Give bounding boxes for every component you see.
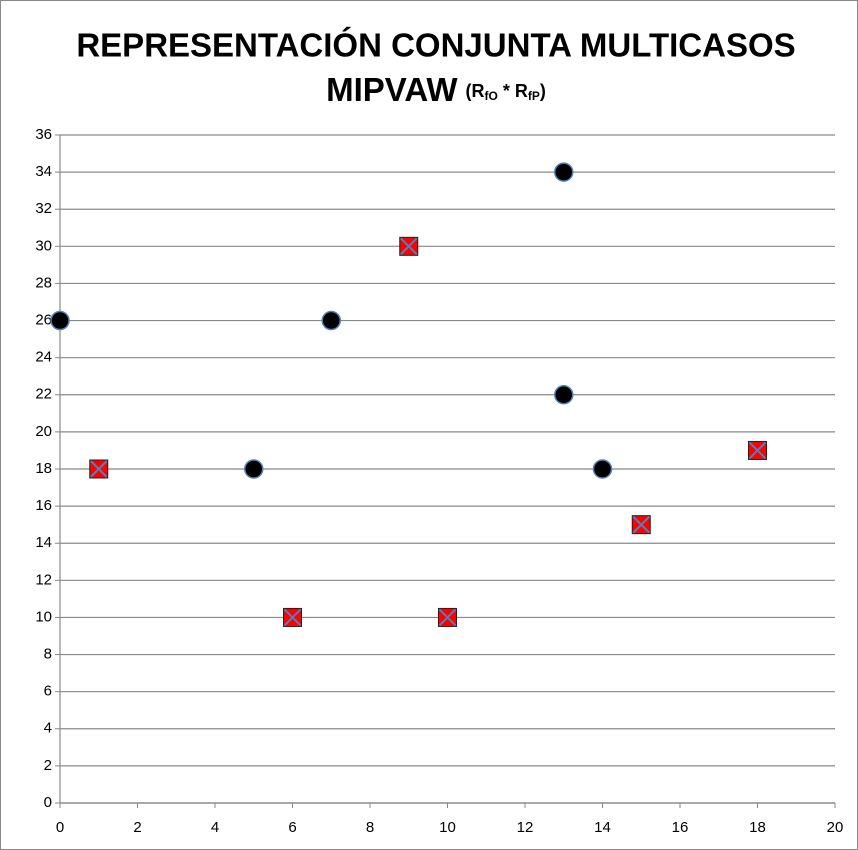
- point-cross: [90, 460, 108, 478]
- x-tick-label: 4: [211, 819, 219, 836]
- point: [50, 310, 70, 331]
- formula: fO: [485, 89, 498, 103]
- point: [321, 310, 341, 331]
- x-tick-label: 2: [133, 819, 141, 836]
- y-tick-label: 32: [35, 200, 52, 217]
- y-tick-label: 36: [35, 126, 52, 143]
- y-tick-label: 0: [44, 794, 52, 811]
- point-cross: [748, 441, 767, 460]
- y-tick-label: 22: [35, 386, 52, 403]
- y-tick-label: 18: [35, 460, 52, 477]
- y-tick-label: 4: [44, 720, 52, 737]
- y-tick-label: 12: [35, 571, 52, 588]
- formula: fP: [528, 89, 540, 103]
- formula: (R: [466, 81, 485, 101]
- y-tick-label: 24: [35, 349, 52, 366]
- point: [399, 236, 419, 256]
- point-cross: [283, 608, 302, 627]
- y-tick-label: 16: [35, 497, 52, 514]
- point: [631, 515, 651, 535]
- x-tick-label: 20: [827, 819, 844, 836]
- point: [438, 607, 457, 627]
- y-tick-label: 20: [35, 423, 52, 440]
- point-cross: [632, 515, 650, 534]
- x-tick-label: 18: [749, 819, 766, 836]
- point: [554, 162, 574, 182]
- y-tick-label: 34: [35, 163, 52, 180]
- point: [748, 440, 767, 460]
- y-tick-label: 26: [35, 312, 52, 329]
- point: [244, 459, 264, 479]
- y-tick-label: 30: [35, 237, 52, 254]
- title-text: MIPVAW: [326, 71, 458, 108]
- y-tick-label: 6: [44, 683, 52, 700]
- y-tick-label: 2: [44, 757, 52, 774]
- y-tick-label: 28: [35, 274, 52, 291]
- x-tick-label: 6: [288, 819, 296, 836]
- y-tick-label: 14: [35, 534, 52, 551]
- x-tick-label: 16: [672, 819, 689, 836]
- chart-title: REPRESENTACIÓN CONJUNTA MULTICASOS: [76, 27, 795, 64]
- x-tick-label: 10: [439, 819, 456, 836]
- point: [592, 459, 613, 479]
- y-tick-label: 10: [35, 608, 52, 625]
- x-tick-label: 0: [56, 819, 64, 836]
- chart-title-line2: MIPVAW (RfO * RfP): [326, 71, 546, 108]
- formula: ): [540, 81, 546, 101]
- point: [554, 385, 574, 405]
- x-tick-label: 8: [366, 819, 374, 836]
- x-tick-label: 14: [594, 819, 611, 836]
- point: [89, 459, 109, 479]
- point-cross: [400, 237, 418, 256]
- x-tick-label: 12: [517, 819, 534, 836]
- y-tick-label: 8: [44, 646, 52, 663]
- point-cross: [438, 608, 457, 627]
- formula: * R: [498, 81, 528, 101]
- point: [283, 607, 302, 627]
